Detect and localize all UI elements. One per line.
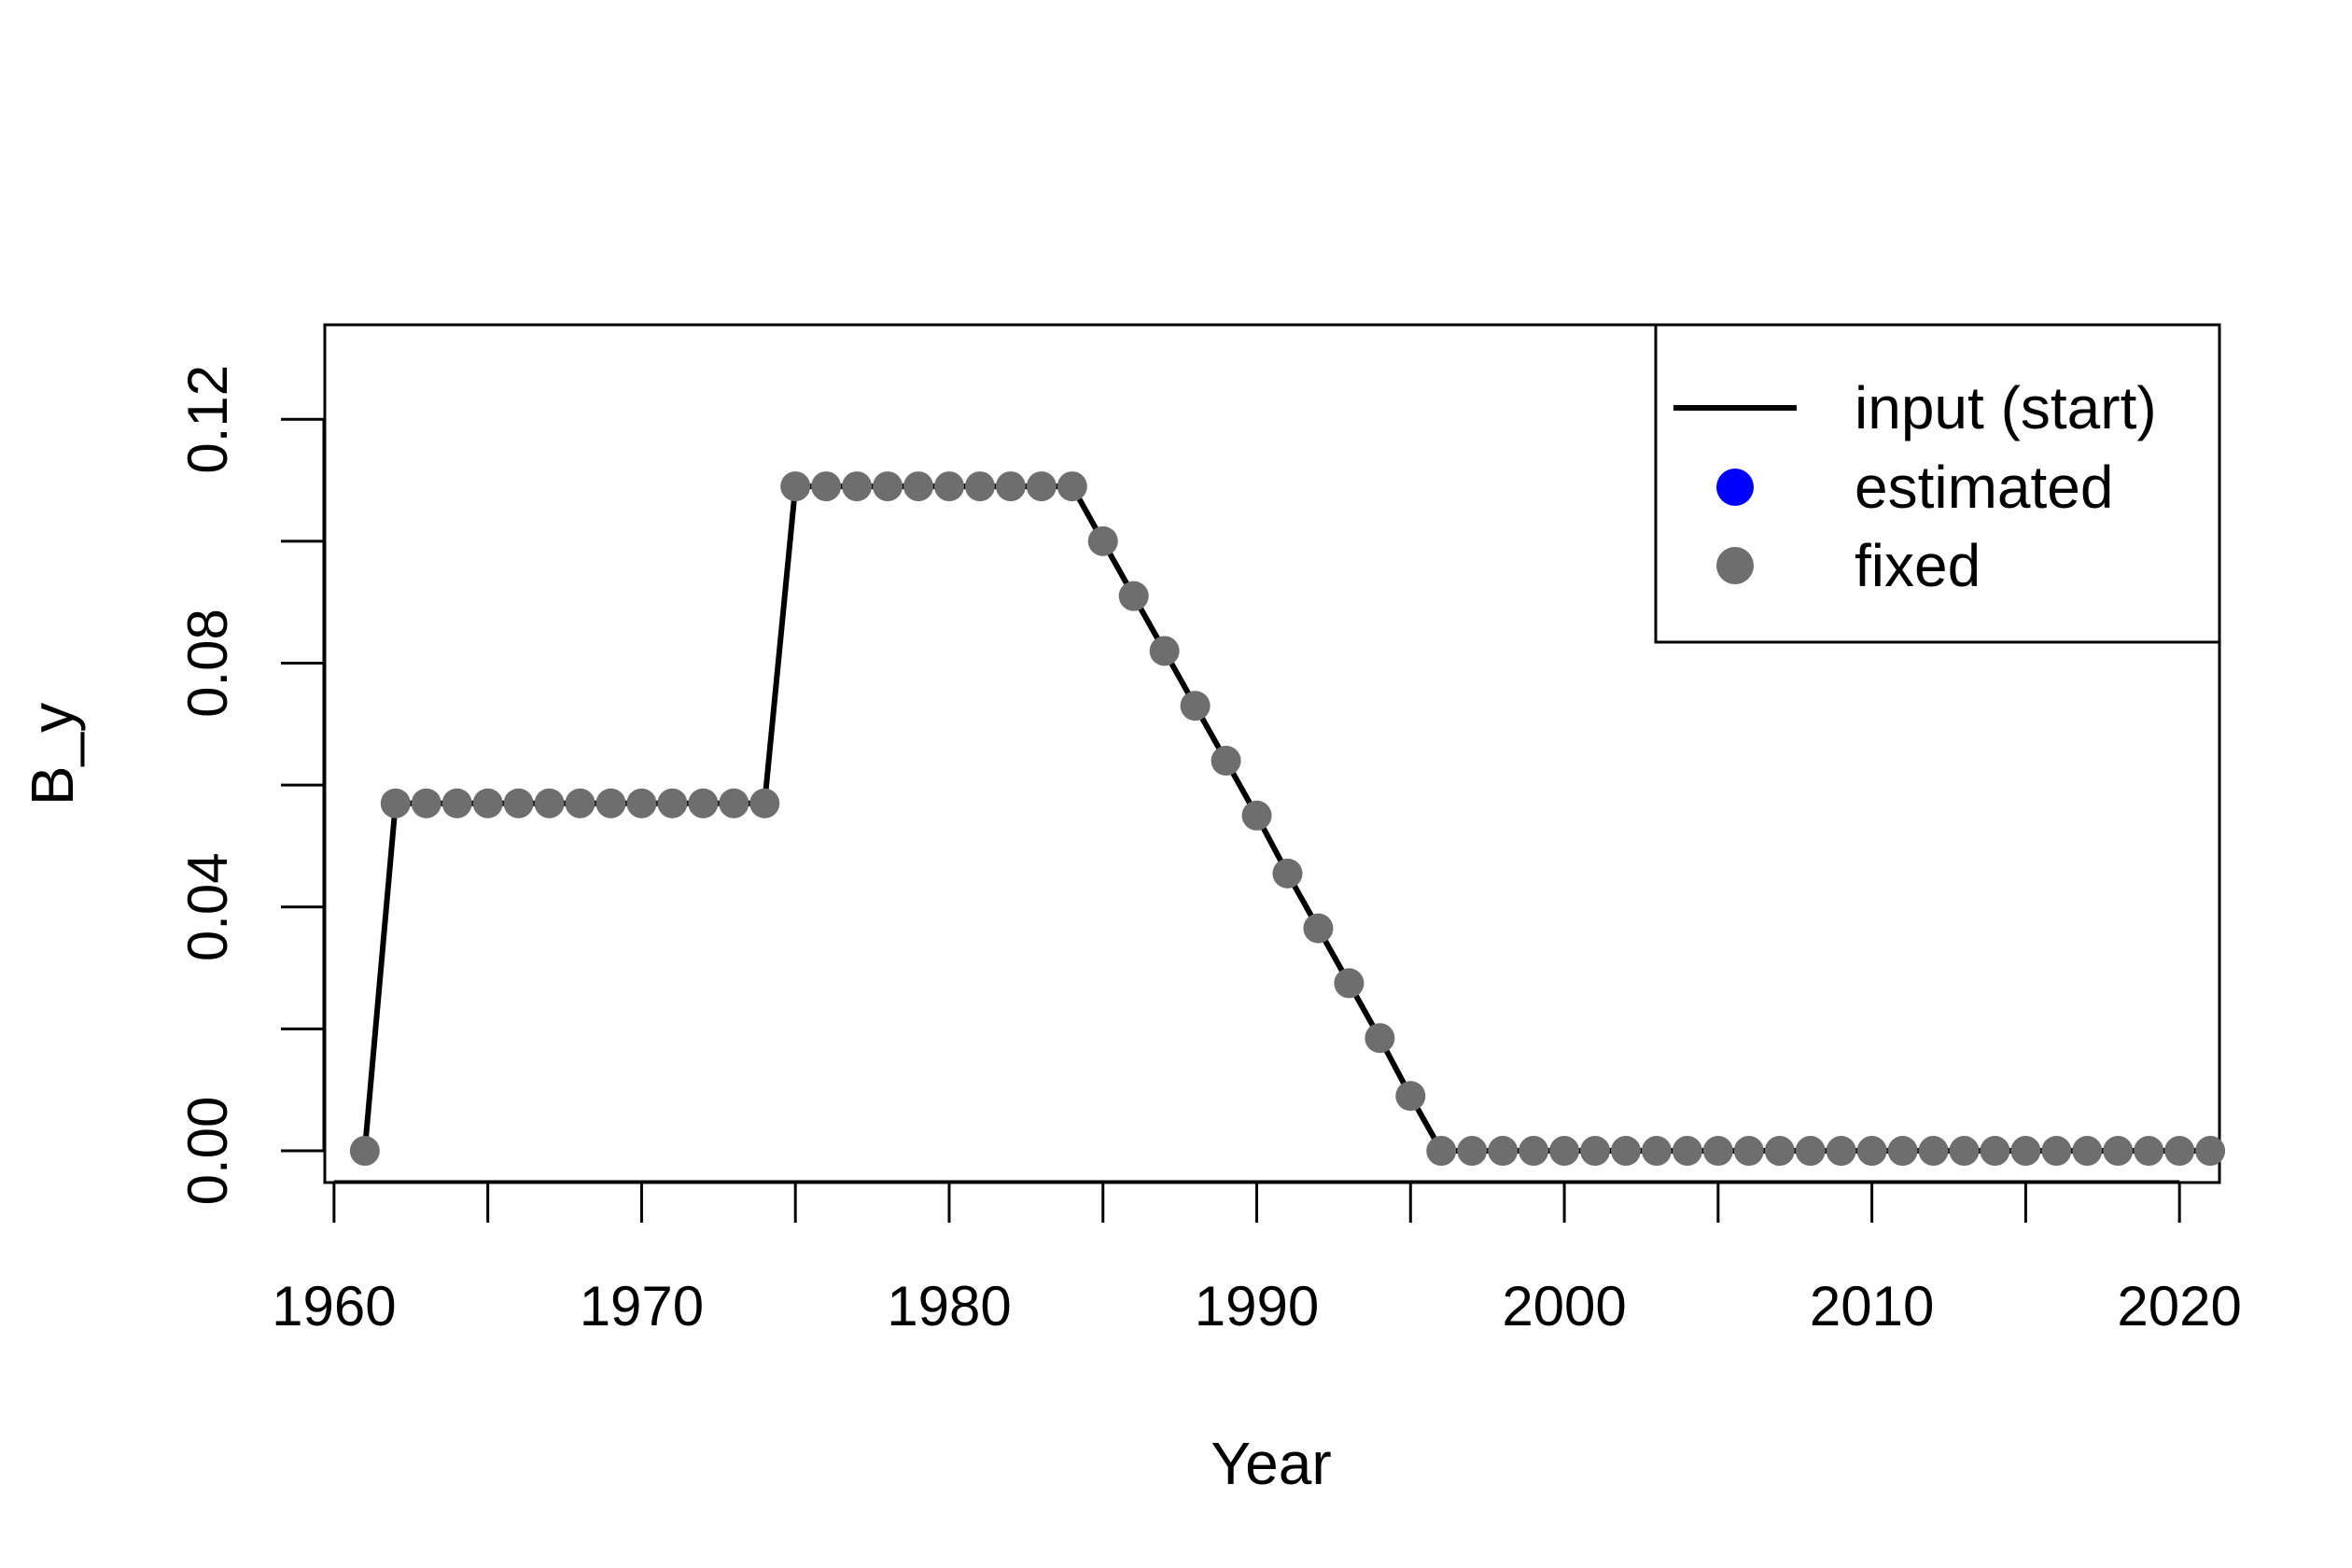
- data-point-fixed: [534, 788, 565, 819]
- data-point-fixed: [1795, 1136, 1826, 1167]
- data-point-fixed: [1334, 968, 1365, 999]
- data-point-fixed: [441, 788, 472, 819]
- data-point-fixed: [1241, 800, 1272, 831]
- legend-label: input (start): [1855, 374, 2157, 441]
- legend-label: fixed: [1855, 532, 1981, 599]
- legend-label: estimated: [1855, 454, 2113, 521]
- data-point-fixed: [411, 788, 441, 819]
- data-point-fixed: [811, 471, 842, 502]
- data-point-fixed: [1519, 1136, 1549, 1167]
- data-point-fixed: [995, 471, 1026, 502]
- data-point-fixed: [1549, 1136, 1580, 1167]
- data-point-fixed: [1733, 1136, 1764, 1167]
- data-point-fixed: [1087, 525, 1118, 556]
- data-point-fixed: [1457, 1136, 1488, 1167]
- data-point-fixed: [1641, 1136, 1672, 1167]
- data-point-fixed: [688, 788, 719, 819]
- data-point-fixed: [2103, 1136, 2134, 1167]
- y-tick-label: 0.12: [176, 365, 239, 474]
- data-point-fixed: [380, 788, 411, 819]
- x-tick-label: 1980: [887, 1275, 1011, 1337]
- legend: input (start) estimated fixed: [1654, 323, 2221, 644]
- legend-point-symbol: [1716, 547, 1754, 584]
- data-point-fixed: [1949, 1136, 1980, 1167]
- data-point-fixed: [1180, 691, 1211, 721]
- data-point-fixed: [1702, 1136, 1733, 1167]
- data-point-fixed: [1856, 1136, 1887, 1167]
- data-point-fixed: [1764, 1136, 1795, 1167]
- data-point-fixed: [1887, 1136, 1918, 1167]
- data-point-fixed: [1426, 1136, 1457, 1167]
- x-axis: 1960 1970 1980 1990 2000 2010 2020: [272, 1180, 2242, 1337]
- data-point-fixed: [933, 471, 964, 502]
- data-point-fixed: [1057, 471, 1087, 502]
- data-point-fixed: [1610, 1136, 1641, 1167]
- data-point-fixed: [2195, 1136, 2226, 1167]
- data-point-fixed: [1826, 1136, 1856, 1167]
- data-point-fixed: [1149, 636, 1180, 666]
- data-point-fixed: [749, 788, 780, 819]
- data-point-fixed: [657, 788, 688, 819]
- x-tick-label: 2000: [1502, 1275, 1626, 1337]
- data-point-fixed: [780, 471, 811, 502]
- y-axis: 0.00 0.04 0.08 0.12: [176, 365, 326, 1206]
- data-point-fixed: [1918, 1136, 1949, 1167]
- y-tick-label: 0.04: [176, 852, 239, 961]
- data-point-fixed: [503, 788, 534, 819]
- data-point-fixed: [1211, 746, 1241, 777]
- x-axis-title: Year: [1211, 1430, 1331, 1497]
- data-point-fixed: [626, 788, 657, 819]
- legend-point-symbol: [1716, 469, 1754, 506]
- data-point-fixed: [1672, 1136, 1702, 1167]
- series-layer: [349, 471, 2226, 1167]
- y-axis-title: B_y: [19, 703, 86, 805]
- x-tick-label: 2010: [1810, 1275, 1934, 1337]
- data-point-fixed: [1980, 1136, 2010, 1167]
- data-point-fixed: [2164, 1136, 2195, 1167]
- data-point-fixed: [565, 788, 595, 819]
- data-point-fixed: [1026, 471, 1057, 502]
- data-point-fixed: [1272, 858, 1303, 889]
- data-point-fixed: [873, 471, 903, 502]
- data-point-fixed: [349, 1136, 380, 1167]
- data-point-fixed: [719, 788, 749, 819]
- data-point-fixed: [2134, 1136, 2164, 1167]
- data-point-fixed: [1395, 1081, 1426, 1112]
- x-tick-label: 1970: [580, 1275, 704, 1337]
- data-point-fixed: [595, 788, 626, 819]
- x-tick-label: 1990: [1195, 1275, 1319, 1337]
- y-tick-label: 0.08: [176, 609, 239, 718]
- data-point-fixed: [903, 471, 934, 502]
- data-point-fixed: [2041, 1136, 2072, 1167]
- data-point-fixed: [842, 471, 873, 502]
- data-point-fixed: [1365, 1023, 1395, 1054]
- x-tick-label: 2020: [2117, 1275, 2241, 1337]
- data-point-fixed: [1303, 913, 1334, 944]
- y-tick-label: 0.00: [176, 1097, 239, 1206]
- data-point-fixed: [1580, 1136, 1611, 1167]
- data-point-fixed: [1118, 581, 1149, 611]
- x-tick-label: 1960: [272, 1275, 396, 1337]
- data-point-fixed: [472, 788, 503, 819]
- data-point-fixed: [964, 471, 995, 502]
- data-point-fixed: [1488, 1136, 1519, 1167]
- data-point-fixed: [2010, 1136, 2041, 1167]
- data-point-fixed: [2072, 1136, 2103, 1167]
